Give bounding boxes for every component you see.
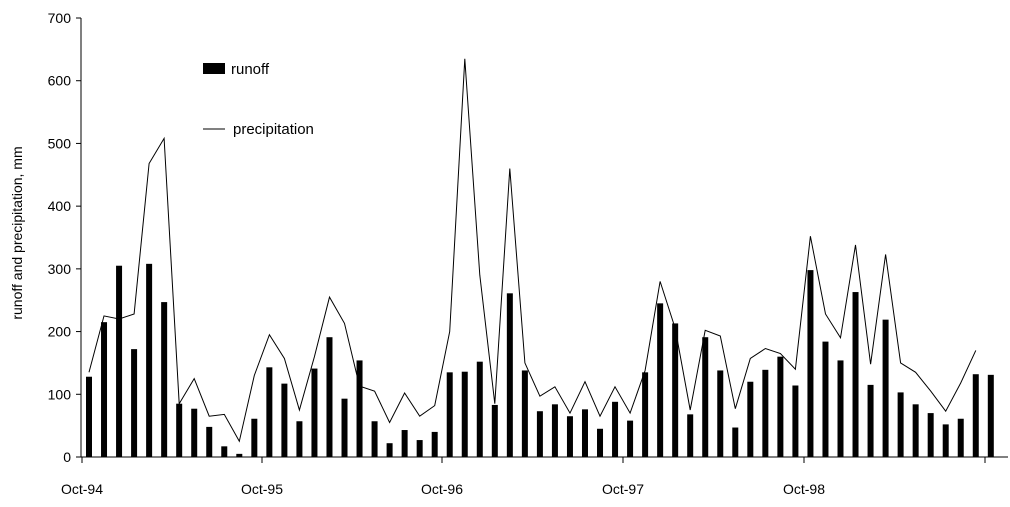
runoff-bar [341, 398, 348, 457]
runoff-bar [446, 372, 453, 457]
runoff-bar [236, 453, 243, 457]
runoff-bar [762, 369, 769, 457]
runoff-bar [566, 416, 573, 457]
runoff-bar [266, 367, 273, 457]
runoff-bar [642, 372, 649, 457]
runoff-bar [882, 319, 889, 457]
runoff-bar [191, 408, 198, 457]
runoff-bar [131, 349, 138, 457]
runoff-bar [897, 392, 904, 457]
runoff-bar [356, 360, 363, 457]
y-tick-label: 600 [48, 73, 72, 89]
runoff-bar [431, 431, 438, 457]
runoff-bar [536, 411, 543, 457]
runoff-bar [506, 293, 513, 457]
runoff-bar [416, 440, 423, 457]
runoff-bar [86, 376, 92, 457]
runoff-bar [251, 418, 258, 457]
y-tick-label: 400 [48, 198, 72, 214]
runoff-bar [927, 413, 934, 457]
runoff-bar [957, 418, 964, 457]
x-tick-label: Oct-98 [783, 481, 825, 497]
runoff-bar [777, 356, 784, 457]
runoff-bar [401, 430, 408, 457]
precipitation-line-group [88, 58, 977, 443]
runoff-bar [476, 361, 483, 457]
y-tick-label: 500 [48, 135, 72, 151]
runoff-bar [627, 420, 634, 457]
legend-runoff-label: runoff [231, 61, 270, 78]
y-tick-label: 700 [48, 10, 72, 26]
runoff-bar [176, 403, 183, 457]
runoff-bars [86, 263, 994, 457]
runoff-bar [867, 384, 874, 457]
x-axis: Oct-94 Oct-95 Oct-96 Oct-97 Oct-98 [61, 456, 1008, 497]
runoff-bar [912, 404, 919, 457]
runoff-bar [461, 371, 468, 457]
legend-runoff-swatch [203, 63, 225, 74]
runoff-bar [551, 404, 558, 457]
y-axis: 0 100 200 300 400 500 600 700 [48, 10, 82, 465]
runoff-bar [702, 337, 709, 457]
runoff-bar [326, 337, 333, 457]
runoff-bar [491, 404, 498, 457]
runoff-bar [581, 409, 588, 457]
runoff-bar [161, 302, 168, 457]
legend-precipitation-label: precipitation [233, 121, 314, 138]
runoff-bar [657, 303, 664, 457]
runoff-bar [837, 360, 844, 457]
y-tick-label: 0 [63, 449, 71, 465]
runoff-bar [386, 443, 393, 457]
x-tick-label: Oct-95 [241, 481, 283, 497]
runoff-bar [822, 341, 829, 457]
x-tick-label: Oct-96 [421, 481, 463, 497]
runoff-bar [942, 424, 949, 457]
runoff-bar [852, 292, 859, 457]
runoff-bar [296, 421, 303, 457]
runoff-bar [687, 414, 694, 457]
runoff-bar [281, 383, 288, 457]
y-tick-label: 100 [48, 386, 72, 402]
runoff-bar [987, 374, 994, 457]
runoff-bar [792, 385, 799, 457]
x-tick-label: Oct-97 [602, 481, 644, 497]
y-axis-title: runoff and precipitation, mm [9, 146, 25, 319]
runoff-bar [732, 427, 739, 457]
runoff-bar [371, 421, 378, 457]
runoff-bar [206, 426, 213, 457]
runoff-bar [116, 265, 123, 457]
legend: runoff precipitation [203, 61, 314, 138]
runoff-bar [146, 263, 153, 457]
y-tick-label: 300 [48, 261, 72, 277]
runoff-bar [717, 370, 724, 457]
x-tick-label: Oct-94 [61, 481, 103, 497]
runoff-bar [597, 428, 604, 457]
runoff-bar [311, 368, 318, 457]
runoff-bar [221, 446, 228, 457]
runoff-bar [672, 323, 679, 457]
runoff-bar [101, 322, 108, 457]
runoff-bar [612, 401, 619, 457]
precipitation-line [88, 58, 977, 443]
runoff-bar [521, 370, 528, 457]
runoff-bar [972, 374, 979, 457]
runoff-bar [807, 270, 814, 457]
runoff-bar [747, 381, 754, 457]
y-tick-label: 200 [48, 324, 72, 340]
